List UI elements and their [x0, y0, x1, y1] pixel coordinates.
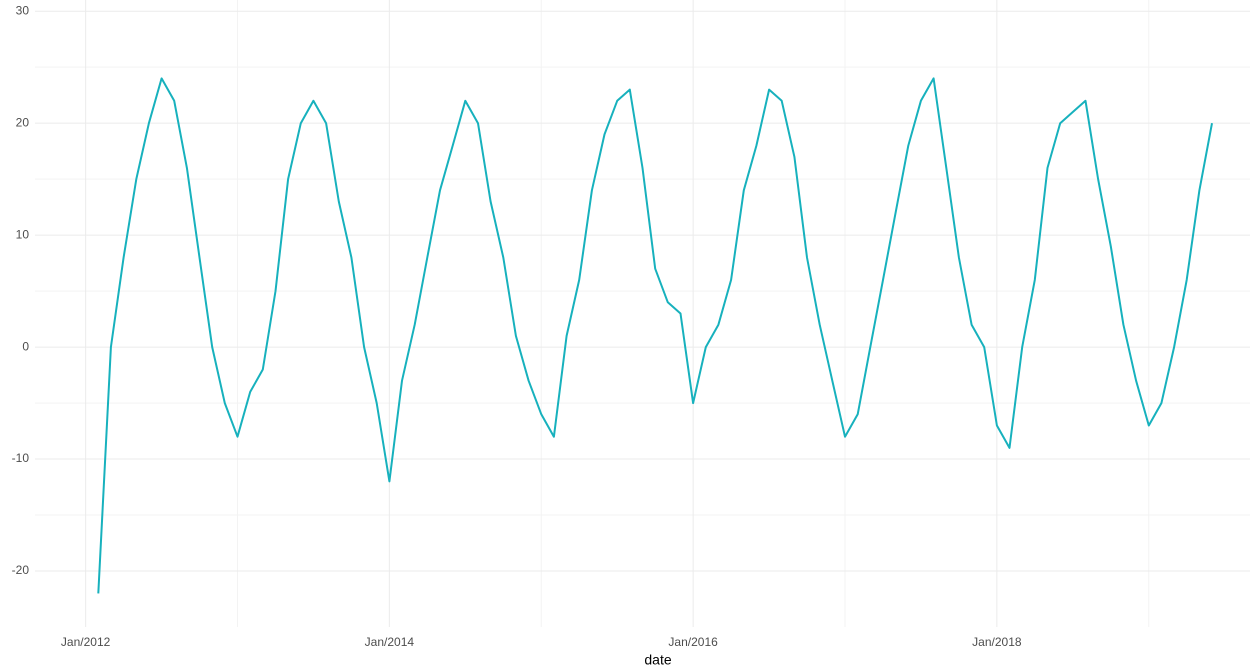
x-tick-label: Jan/2012	[61, 635, 111, 649]
y-tick-label: 30	[16, 3, 30, 17]
y-tick-label: 10	[16, 227, 30, 241]
y-tick-label: 20	[16, 115, 30, 129]
x-tick-label: Jan/2018	[972, 635, 1022, 649]
y-tick-label: -20	[12, 563, 30, 577]
x-axis-title: date	[644, 652, 671, 668]
y-tick-label: -10	[12, 451, 30, 465]
x-tick-label: Jan/2016	[668, 635, 718, 649]
line	[97, 77, 1213, 594]
y-tick-label: 0	[22, 339, 29, 353]
x-tick-label: Jan/2014	[365, 635, 415, 649]
